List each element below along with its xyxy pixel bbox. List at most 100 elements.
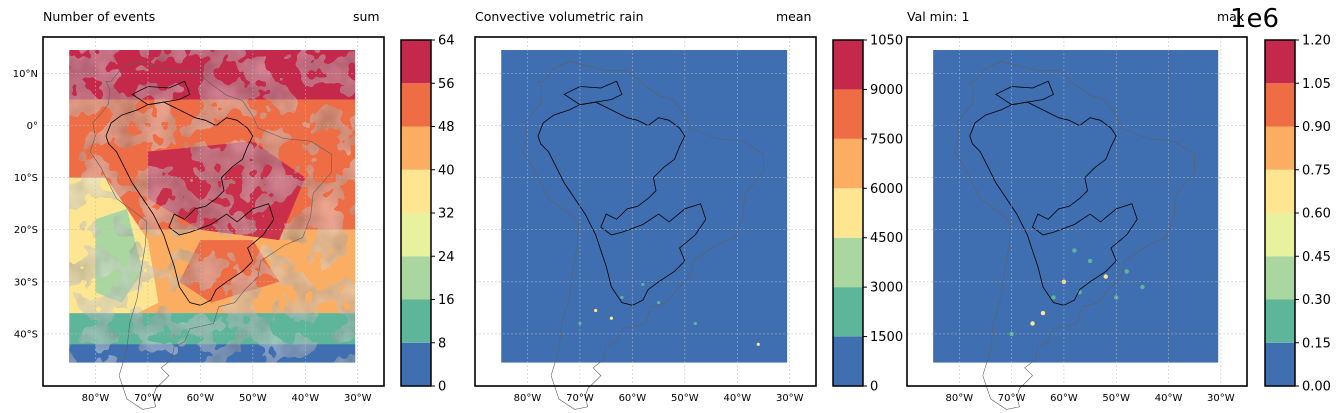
- colorbar-segment: [833, 287, 863, 337]
- colorbar-segment: [833, 336, 863, 386]
- map-frame: [42, 36, 385, 387]
- colorbar-tick-label: 16: [438, 293, 455, 308]
- y-tick-label: 40°S: [14, 329, 38, 340]
- colorbar-segment: [401, 40, 431, 84]
- colorbar3-offset-label: 1e6: [1230, 4, 1280, 34]
- x-tick-label: 50°W: [1102, 393, 1130, 404]
- y-tick-label: 0°: [27, 121, 38, 132]
- y-tick-label: 10°N: [13, 69, 38, 80]
- panel2-title-right: mean: [776, 9, 812, 24]
- map-frame: [906, 36, 1248, 387]
- colorbar-frame: [832, 39, 864, 387]
- colorbar-tick-label: 6000: [870, 182, 903, 197]
- map-panel-3: 80°W 70°W 60°W 50°W 40°W 30°W: [906, 36, 1248, 410]
- colorbar-tick-label: 0: [438, 380, 446, 395]
- colorbar-segment: [1265, 83, 1295, 127]
- colorbar-segment: [833, 188, 863, 238]
- colorbar-tick-label: 8: [438, 336, 446, 351]
- panel3-title-right: max: [1217, 9, 1245, 24]
- colorbar-segment: [1265, 256, 1295, 300]
- heatmap-spot: [578, 321, 582, 326]
- y-tick-label: 30°S: [14, 277, 38, 288]
- heatmap-field: [501, 50, 788, 363]
- basin-outline-north: [995, 80, 1055, 106]
- x-tick-label: 80°W: [514, 393, 542, 404]
- heatmap-texture: [69, 50, 356, 363]
- colorbar-tick-label: 0.60: [1302, 207, 1331, 222]
- colorbar-segment: [833, 237, 863, 288]
- basin-outline-north: [563, 80, 623, 106]
- colorbar-tick-label: 0.75: [1302, 163, 1331, 178]
- colorbar-segment: [401, 256, 431, 300]
- x-tick-label: 30°W: [344, 393, 372, 404]
- colorbar-segment: [833, 89, 863, 139]
- heatmap-spot: [1030, 321, 1035, 326]
- colorbar-tick-label: 1.20: [1302, 34, 1331, 49]
- colorbar-tick-label: 7500: [870, 132, 903, 147]
- x-tick-label: 70°W: [998, 393, 1026, 404]
- colorbar-tick-label: 0.15: [1302, 336, 1331, 351]
- x-tick-label: 60°W: [187, 393, 215, 404]
- heatmap-spot: [1103, 274, 1108, 279]
- colorbar-tick-label: 40: [438, 163, 455, 178]
- colorbar-segment: [401, 83, 431, 127]
- x-tick-label: 50°W: [239, 393, 267, 404]
- colorbar-tick-label: 24: [438, 250, 455, 265]
- heatmap-spot: [693, 321, 697, 326]
- colorbar-tick-label: 9000: [870, 83, 903, 98]
- x-tick-label: 40°W: [1155, 393, 1183, 404]
- colorbar-tick-label: 4500: [870, 231, 903, 246]
- colorbar-tick-label: 0.45: [1302, 250, 1331, 265]
- colorbar-tick-label: 1.05: [1302, 77, 1331, 92]
- x-tick-label: 70°W: [134, 393, 162, 404]
- x-tick-label: 40°W: [723, 393, 751, 404]
- colorbar-tick-label: 0: [870, 380, 878, 395]
- basin-outline: [105, 101, 275, 306]
- colorbar-tick-label: 1500: [870, 330, 903, 345]
- colorbar-tick-label: 64: [438, 34, 455, 49]
- coastline: [521, 61, 764, 410]
- heatmap-spot: [657, 301, 661, 305]
- colorbar-tick-label: 48: [438, 120, 455, 135]
- colorbar-segment: [401, 342, 431, 386]
- colorbar-3: 0.00 0.15 0.30 0.45 0.60 0.75 0.90 1.05 1.20: [1264, 34, 1331, 395]
- heatmap-spot: [1072, 248, 1077, 253]
- x-tick-label: 60°W: [1050, 393, 1078, 404]
- heatmap-spot: [641, 282, 645, 287]
- colorbar-segment: [401, 169, 431, 213]
- colorbar-segment: [401, 299, 431, 343]
- heatmap-spot: [620, 295, 624, 300]
- colorbar-segment: [401, 126, 431, 170]
- x-tick-label: 40°W: [291, 393, 319, 404]
- colorbar-segment: [1265, 169, 1295, 213]
- heatmap-spot: [1040, 310, 1046, 316]
- colorbar-segment: [1265, 40, 1295, 84]
- y-tick-label: 10°S: [14, 173, 38, 184]
- x-tick-label: 60°W: [619, 393, 647, 404]
- coastline: [89, 61, 332, 410]
- colorbar-segment: [833, 40, 863, 90]
- colorbar-tick-label: 32: [438, 207, 455, 222]
- heatmap-spot: [1051, 295, 1056, 300]
- colorbar-2: 0 1500 3000 4500 6000 7500 9000 1050: [832, 34, 903, 395]
- map-panel-2: 80°W 70°W 60°W 50°W 40°W 30°W: [474, 36, 817, 410]
- panel2-title: Convective volumetric rain: [475, 9, 644, 24]
- x-tick-label: 80°W: [945, 393, 973, 404]
- heatmap-field: [933, 50, 1219, 363]
- colorbar-tick-label: 3000: [870, 281, 903, 296]
- x-tick-label: 50°W: [671, 393, 699, 404]
- heatmap-spot: [1124, 269, 1129, 274]
- colorbar-tick-label: 0.90: [1302, 120, 1331, 135]
- y-tick-label: 20°S: [14, 225, 38, 236]
- colorbar-segment: [1265, 126, 1295, 170]
- x-tick-label: 70°W: [566, 393, 594, 404]
- map-frame: [474, 36, 817, 387]
- colorbar-tick-label: 0.00: [1302, 380, 1331, 395]
- colorbar-segment: [1265, 299, 1295, 343]
- colorbar-segment: [401, 213, 431, 257]
- heatmap-spot: [756, 342, 760, 346]
- colorbar-tick-label: 1050: [870, 34, 903, 49]
- x-tick-label: 30°W: [1207, 393, 1235, 404]
- heatmap-spot: [594, 308, 598, 313]
- panel1-title-right: sum: [353, 9, 380, 24]
